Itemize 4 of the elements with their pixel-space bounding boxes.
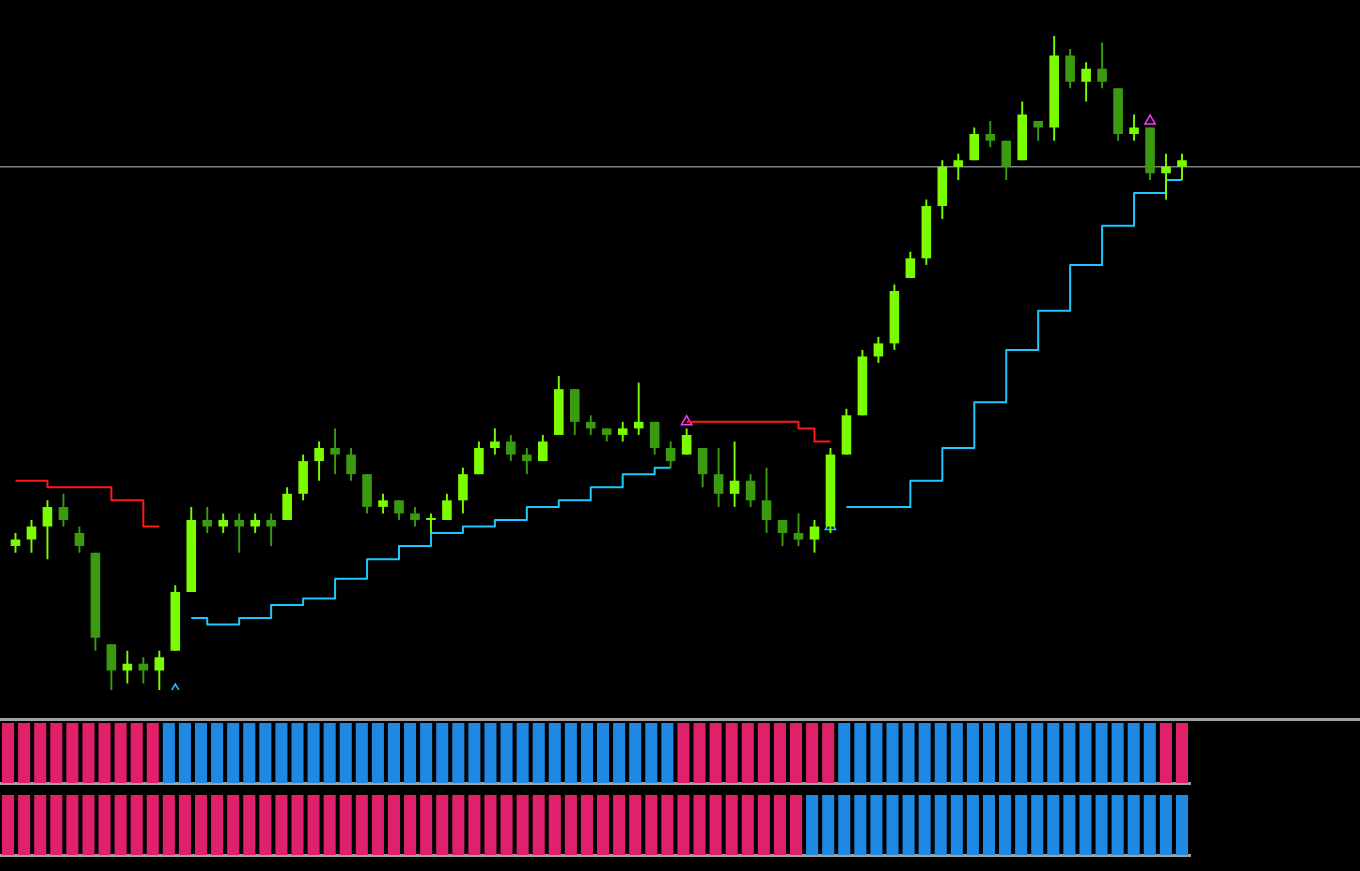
candlestick: [426, 513, 436, 534]
point: [1144, 114, 1156, 125]
candlestick: [1161, 153, 1171, 200]
point: [680, 415, 693, 426]
